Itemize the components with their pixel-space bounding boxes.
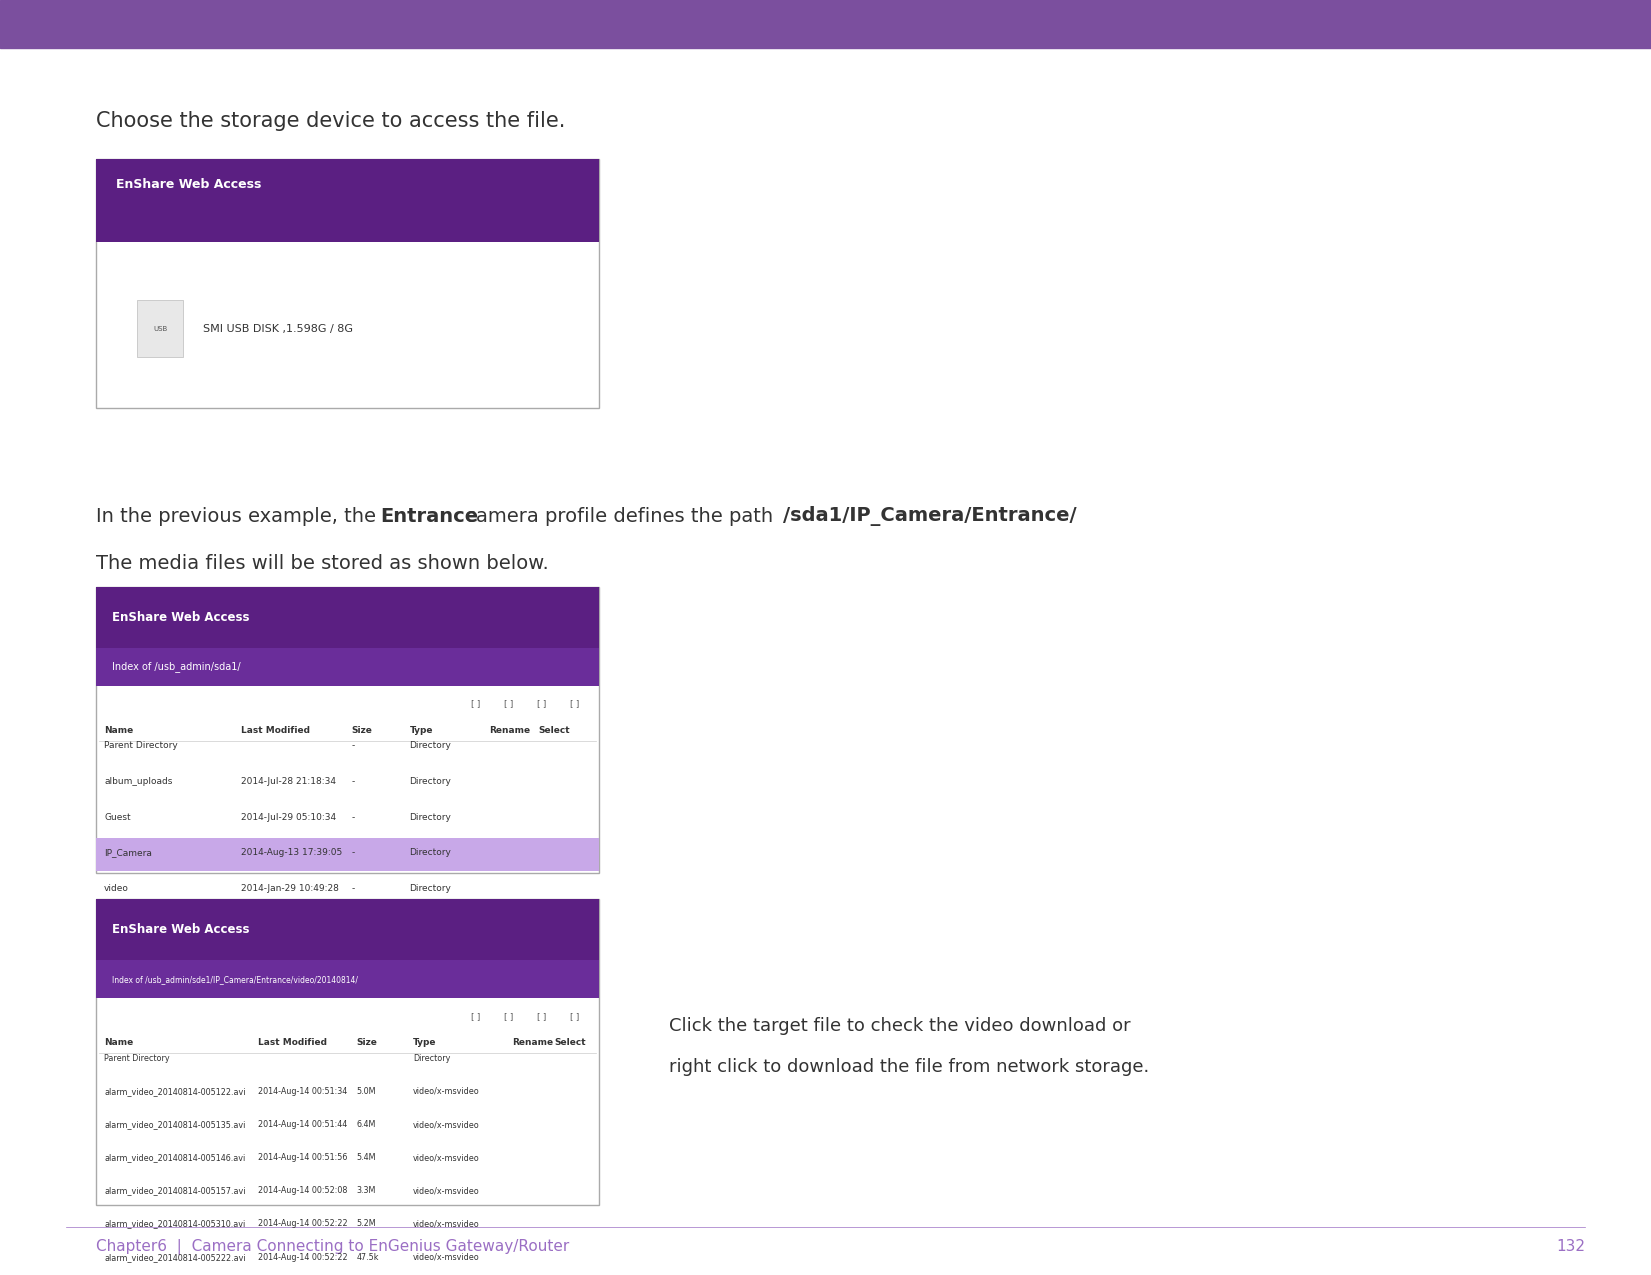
Text: 2014-Aug-13 17:39:05: 2014-Aug-13 17:39:05 [241,848,342,858]
Text: 5.2M: 5.2M [357,1219,376,1229]
Bar [96,159,599,242]
Text: video: video [104,884,129,894]
Text: 2014-Aug-14 00:52:08: 2014-Aug-14 00:52:08 [258,1186,347,1196]
Text: video/x-msvideo: video/x-msvideo [413,1086,479,1096]
Text: [ ]: [ ] [537,699,546,709]
Text: 5.4M: 5.4M [357,1153,376,1163]
Text: video/x-msvideo: video/x-msvideo [413,1119,479,1130]
Text: [ ]: [ ] [570,1011,580,1021]
Text: video/x-msvideo: video/x-msvideo [413,1153,479,1163]
Text: EnShare Web Access: EnShare Web Access [112,923,249,936]
Text: The media files will be stored as shown below.: The media files will be stored as shown … [96,555,548,572]
Text: Type: Type [409,725,433,736]
Bar [96,159,599,408]
Text: Index of /usb_admin/sde1/IP_Camera/Entrance/video/20140814/: Index of /usb_admin/sde1/IP_Camera/Entra… [112,974,358,984]
Text: Name: Name [104,725,134,736]
Text: alarm_video_20140814-005222.avi: alarm_video_20140814-005222.avi [104,1252,246,1262]
Bar [96,648,599,686]
Text: -: - [352,812,355,822]
Text: album_uploads: album_uploads [104,776,172,787]
Text: -: - [352,776,355,787]
Bar [96,838,599,871]
Text: Directory: Directory [409,884,451,894]
Text: EnShare Web Access: EnShare Web Access [112,611,249,623]
Text: Entrance: Entrance [381,507,479,525]
Text: 2014-Aug-14 00:51:34: 2014-Aug-14 00:51:34 [258,1086,347,1096]
Text: EnShare Web Access: EnShare Web Access [116,177,261,191]
Text: -: - [352,741,355,751]
Text: alarm_video_20140814-005135.avi: alarm_video_20140814-005135.avi [104,1119,246,1130]
Text: Rename: Rename [489,725,530,736]
Text: In the previous example, the: In the previous example, the [96,507,381,525]
Bar [137,300,183,357]
Text: Directory: Directory [409,776,451,787]
Text: Parent Directory: Parent Directory [104,1053,170,1063]
Bar [96,899,599,960]
Text: [ ]: [ ] [504,699,513,709]
Text: -: - [352,884,355,894]
Text: Parent Directory: Parent Directory [104,741,178,751]
Text: Index of /usb_admin/sda1/: Index of /usb_admin/sda1/ [112,662,241,672]
Text: Choose the storage device to access the file.: Choose the storage device to access the … [96,111,565,131]
Text: Select: Select [538,725,570,736]
Text: video/x-msvideo: video/x-msvideo [413,1186,479,1196]
Text: Rename: Rename [512,1038,553,1048]
Bar [96,586,599,648]
Text: 2014-Aug-14 00:52:22: 2014-Aug-14 00:52:22 [258,1219,347,1229]
Text: 2014-Aug-14 00:51:56: 2014-Aug-14 00:51:56 [258,1153,347,1163]
Bar [0,0,1651,48]
Text: Note: Connecting single USB drive is suggested if there is no device shown on th: Note: Connecting single USB drive is sug… [125,282,518,292]
Text: Name: Name [104,1038,134,1048]
Text: -: - [352,848,355,858]
Text: video/x-msvideo: video/x-msvideo [413,1219,479,1229]
Text: Click the target file to check the video download or: Click the target file to check the video… [669,1017,1131,1035]
Text: alarm_video_20140814-005146.avi: alarm_video_20140814-005146.avi [104,1153,246,1163]
Text: 2014-Aug-14 00:52:22: 2014-Aug-14 00:52:22 [258,1252,347,1262]
Text: Directory: Directory [413,1053,451,1063]
Text: alarm_video_20140814-005310.avi: alarm_video_20140814-005310.avi [104,1219,246,1229]
Text: SMI USB DISK ,1.598G / 8G: SMI USB DISK ,1.598G / 8G [203,324,353,334]
Text: Type: Type [413,1038,436,1048]
Text: 2014-Jul-28 21:18:34: 2014-Jul-28 21:18:34 [241,776,337,787]
Text: video/x-msvideo: video/x-msvideo [413,1252,479,1262]
Text: Guest: Guest [104,812,130,822]
Text: Size: Size [357,1038,378,1048]
Text: Size: Size [352,725,373,736]
Text: Select: Select [555,1038,586,1048]
Text: right click to download the file from network storage.: right click to download the file from ne… [669,1058,1149,1076]
Text: alarm_video_20140814-005122.avi: alarm_video_20140814-005122.avi [104,1086,246,1096]
Text: 3.3M: 3.3M [357,1186,376,1196]
Bar [96,899,599,1205]
Bar [96,586,599,873]
Text: Last Modified: Last Modified [258,1038,327,1048]
Text: Select a target USB device to access the storage sharing: Select a target USB device to access the… [125,256,404,266]
Text: 2014-Jan-29 10:49:28: 2014-Jan-29 10:49:28 [241,884,338,894]
Text: 132: 132 [1555,1239,1585,1255]
Text: 5.0M: 5.0M [357,1086,376,1096]
Text: [ ]: [ ] [570,699,580,709]
Text: USB: USB [154,326,167,332]
Text: IP_Camera: IP_Camera [104,848,152,858]
Text: Chapter6  |  Camera Connecting to EnGenius Gateway/Router: Chapter6 | Camera Connecting to EnGenius… [96,1239,570,1255]
Text: alarm_video_20140814-005157.avi: alarm_video_20140814-005157.avi [104,1186,246,1196]
Text: [ ]: [ ] [471,699,480,709]
Text: 2014-Jul-29 05:10:34: 2014-Jul-29 05:10:34 [241,812,337,822]
Text: Directory: Directory [409,741,451,751]
Text: Last Modified: Last Modified [241,725,310,736]
Text: [ ]: [ ] [537,1011,546,1021]
Text: [ ]: [ ] [504,1011,513,1021]
Text: 6.4M: 6.4M [357,1119,376,1130]
Text: 2014-Aug-14 00:51:44: 2014-Aug-14 00:51:44 [258,1119,347,1130]
Text: Directory: Directory [409,848,451,858]
Text: 47.5k: 47.5k [357,1252,380,1262]
Text: camera profile defines the path: camera profile defines the path [459,507,779,525]
Text: /sda1/IP_Camera/Entrance/: /sda1/IP_Camera/Entrance/ [784,506,1076,527]
Text: [ ]: [ ] [471,1011,480,1021]
Text: Directory: Directory [409,812,451,822]
Bar [96,960,599,998]
